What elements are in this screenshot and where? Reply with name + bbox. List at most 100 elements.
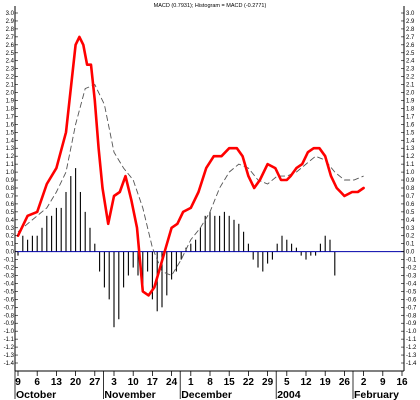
y-tick-label-right: -0.4 [406,281,417,287]
x-tick-label: 15 [224,377,236,388]
y-tick-label-left: 1.0 [6,170,15,176]
x-tick-label: 16 [396,377,408,388]
x-tick-label: 9 [380,377,386,388]
y-tick-label-right: -0.3 [406,274,417,280]
y-tick-label-left: 0.2 [6,234,15,240]
y-tick-label-left: -0.3 [4,274,15,280]
month-label: October [16,389,56,400]
x-tick-label: 13 [51,377,63,388]
x-axis: 9 6 13 20 27 3 10 17 24 1 8 15 22 29 5 12 19 26 2 9 16 [15,371,408,388]
y-tick-label-left: -1.2 [4,345,15,351]
y-tick-label-right: 0.3 [406,226,415,232]
y-tick-label-left: 1.8 [6,106,15,112]
y-tick-label-left: 2.4 [6,59,15,65]
month-labels: October November December 2004 February [14,371,399,400]
y-tick-label-right: -0.7 [406,305,417,311]
x-tick-label: 3 [111,377,117,388]
y-tick-label-right: 2.6 [406,43,415,49]
y-tick-label-right: 2.4 [406,59,415,65]
x-tick-label: 2 [361,377,367,388]
y-tick-label-right: -0.8 [406,313,417,319]
y-tick-label-left: -0.1 [4,258,15,264]
y-tick-label-left: -0.9 [4,321,15,327]
y-tick-label-right: 1.1 [406,162,415,168]
y-tick-label-right: -0.9 [406,321,417,327]
y-tick-label-right: 2.5 [406,51,415,57]
chart-title: MACD (0.7931); Histogram = MACD (-0.2771… [154,3,267,9]
y-tick-label-left: 0.4 [6,218,15,224]
y-tick-label-left: -1.3 [4,353,15,359]
x-tick-label: 24 [166,377,178,388]
y-tick-label-left: -0.7 [4,305,15,311]
y-tick-label-right: 2.3 [406,67,415,73]
y-tick-label-right: -1.2 [406,345,417,351]
y-tick-label-right: 0.6 [406,202,415,208]
y-tick-label-left: 1.1 [6,162,15,168]
y-axis-right: 3.0 2.9 2.8 2.7 2.6 2.5 2.4 2.3 2.2 2.1 2.0 1.91.8 1… [401,11,417,367]
y-axis-left: 3.0 2.9 2.8 2.7 2.6 2.5 2.4 2.3 2.2 2.1 2.0 1.91.8 1… [4,11,18,367]
y-tick-label-right: -0.2 [406,266,417,272]
y-tick-label-right: 2.9 [406,19,415,25]
y-tick-label-left: 1.2 [6,154,15,160]
y-tick-label-left: 2.8 [6,27,15,33]
y-tick-label-left: 0.7 [6,194,15,200]
y-tick-label-right: 1.6 [406,122,415,128]
x-tick-label: 10 [128,377,140,388]
y-tick-label-right: 2.7 [406,35,415,41]
y-tick-label-left: -1.0 [4,329,15,335]
y-tick-label-left: 3.0 [6,11,15,17]
y-tick-label-right: 1.0 [406,170,415,176]
month-label: February [354,389,399,400]
y-tick-label-right: 1.5 [406,130,415,136]
y-tick-label-right: 0.8 [406,186,415,192]
y-tick-label-right: -1.3 [406,353,417,359]
y-tick-label-right: 0.1 [406,242,415,248]
y-tick-label-left: 1.9 [6,99,15,105]
x-tick-label: 12 [300,377,312,388]
y-tick-label-right: 0.9 [406,178,415,184]
y-tick-label-right: 0.7 [406,194,415,200]
x-tick-label: 27 [89,377,101,388]
y-tick-label-left: 1.5 [6,130,15,136]
x-tick-label: 19 [320,377,332,388]
x-tick-label: 26 [339,377,351,388]
month-label: November [104,389,155,400]
y-tick-label-left: 0.9 [6,178,15,184]
y-tick-label-right: 3.0 [406,11,415,17]
y-tick-label-right: 1.4 [406,138,415,144]
y-tick-label-left: 2.7 [6,35,15,41]
y-tick-label-left: 2.2 [6,75,15,81]
y-tick-label-right: 2.2 [406,75,415,81]
y-tick-label-right: 0.5 [406,210,415,216]
y-tick-label-left: 1.4 [6,138,15,144]
y-tick-label-right: 0.2 [406,234,415,240]
y-tick-label-left: 1.7 [6,114,15,120]
y-tick-label-right: 0.4 [406,218,415,224]
y-tick-label-left: 2.9 [6,19,15,25]
x-tick-label: 22 [243,377,255,388]
y-tick-label-left: 0.8 [6,186,15,192]
y-tick-label-left: 2.1 [6,83,15,89]
x-tick-label: 1 [188,377,194,388]
month-label: December [181,389,232,400]
y-tick-label-right: -0.5 [406,289,417,295]
y-tick-label-right: -0.6 [406,297,417,303]
y-tick-label-right: -1.0 [406,329,417,335]
x-tick-label: 6 [34,377,40,388]
y-tick-label-left: -0.4 [4,281,15,287]
y-tick-label-left: 0.0 [6,250,15,256]
y-tick-label-right: 2.8 [406,27,415,33]
x-tick-label: 8 [207,377,213,388]
y-tick-label-left: -0.5 [4,289,15,295]
y-tick-label-right: 1.3 [406,146,415,152]
y-tick-label-left: -1.4 [4,361,15,367]
y-tick-label-left: -1.1 [4,337,15,343]
y-tick-label-left: 0.3 [6,226,15,232]
y-tick-label-left: 0.6 [6,202,15,208]
y-tick-label-right: 2.1 [406,83,415,89]
y-tick-label-left: 0.5 [6,210,15,216]
y-tick-label-left: 2.3 [6,67,15,73]
x-tick-label: 20 [70,377,82,388]
